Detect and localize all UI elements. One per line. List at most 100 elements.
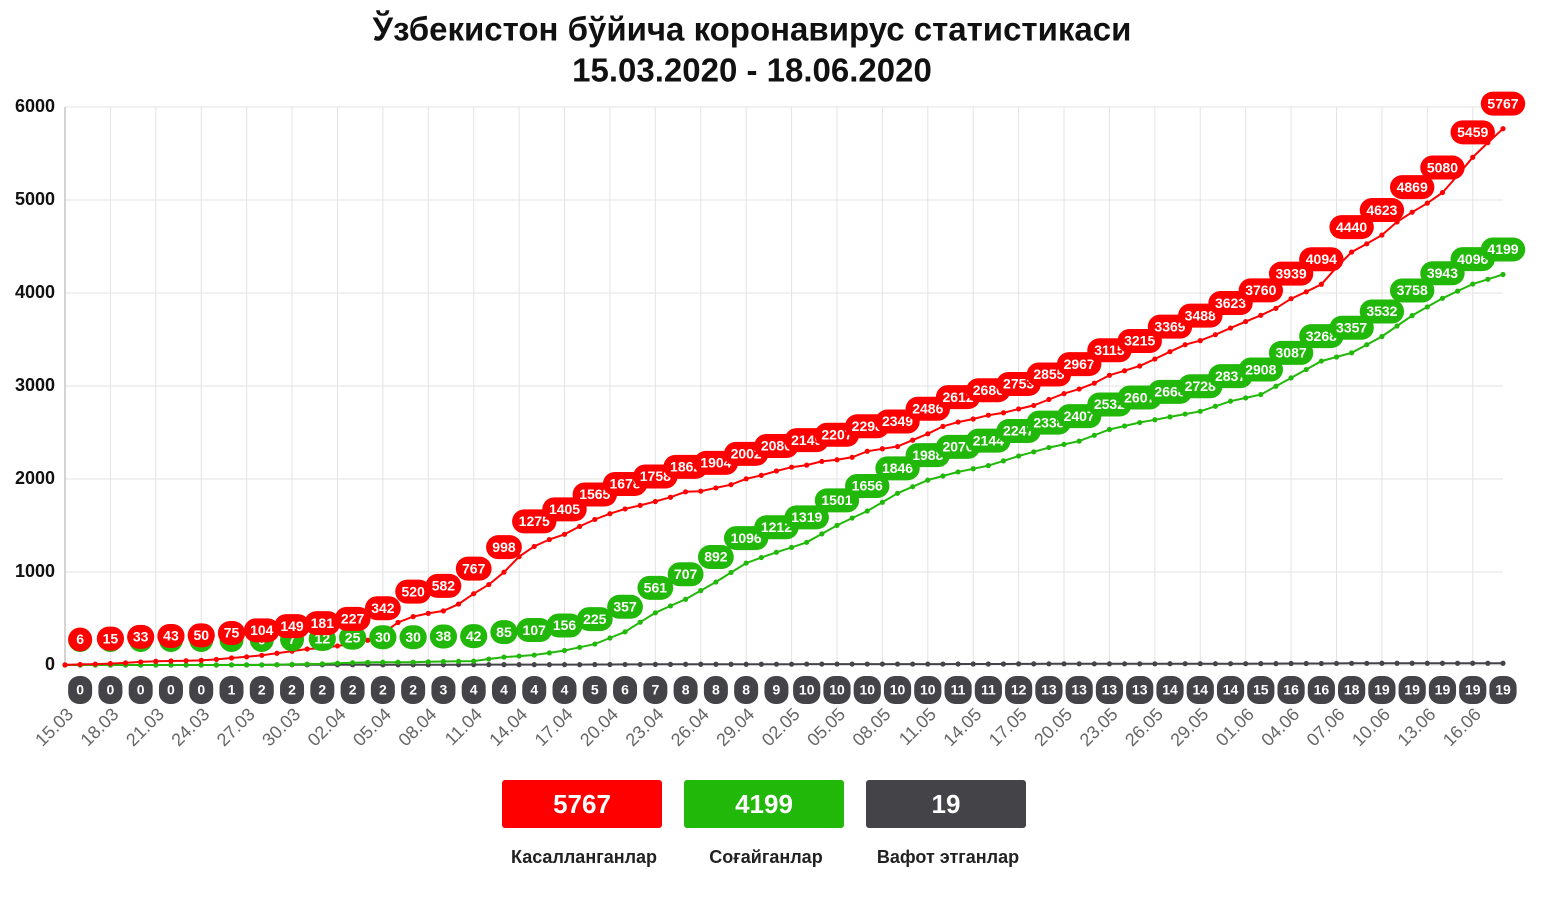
label-bg: [1117, 329, 1162, 354]
data-label: 13: [1041, 682, 1057, 698]
label-bg: [845, 473, 890, 498]
data-label: 4440: [1336, 219, 1367, 235]
x-tick-label: 10.06: [1348, 704, 1394, 750]
data-label: 2: [379, 682, 387, 698]
data-label: 6: [621, 682, 629, 698]
y-tick-label: 0: [45, 654, 55, 674]
data-point: [1152, 661, 1158, 667]
data-point: [1197, 661, 1203, 667]
data-point: [1212, 403, 1218, 409]
data-point: [864, 661, 870, 667]
data-label: 2002: [731, 446, 762, 462]
label-bg: [914, 676, 942, 704]
data-point: [350, 660, 356, 666]
data-label: 2686: [973, 382, 1004, 398]
data-point: [62, 662, 68, 668]
data-point: [1121, 368, 1128, 374]
data-label: 13: [1071, 682, 1087, 698]
label-bg: [643, 676, 668, 704]
total-value: 5767: [553, 789, 611, 819]
data-label: 104: [250, 622, 274, 638]
data-point: [546, 662, 552, 668]
data-label: 10: [890, 682, 906, 698]
data-point: [1454, 288, 1461, 294]
data-label: 30: [405, 629, 421, 645]
data-point: [622, 661, 628, 668]
data-label: 2: [409, 682, 417, 698]
data-point: [183, 658, 189, 664]
data-point: [955, 661, 961, 667]
data-label: 2486: [912, 401, 943, 417]
data-point: [652, 498, 658, 505]
data-label: 2247: [1003, 423, 1034, 439]
data-label: 1758: [640, 468, 671, 484]
label-bg: [369, 625, 397, 650]
data-label: 19: [1495, 682, 1511, 698]
data-label: 892: [704, 549, 728, 565]
data-point: [365, 637, 371, 643]
x-tick-label: 07.06: [1303, 704, 1349, 750]
data-label: 7: [651, 682, 659, 698]
data-point: [1106, 661, 1113, 667]
data-point: [985, 463, 991, 469]
data-label: 25: [345, 629, 361, 645]
data-point: [1470, 660, 1476, 666]
data-point: [1212, 332, 1218, 338]
data-point: [713, 485, 719, 491]
data-label: 4096: [1457, 251, 1488, 267]
data-point: [1121, 661, 1128, 667]
label-bg: [1035, 676, 1063, 704]
data-point: [955, 419, 961, 425]
data-label: 13: [1102, 682, 1118, 698]
data-point: [501, 654, 507, 660]
data-label: 4: [561, 682, 569, 698]
label-bg: [613, 676, 638, 704]
data-label: 1862: [670, 459, 701, 475]
label-bg: [395, 579, 432, 604]
data-label: 18: [1344, 682, 1360, 698]
data-point: [304, 646, 310, 652]
data-point: [1288, 375, 1294, 381]
data-label: 13: [1132, 682, 1148, 698]
data-point: [1379, 333, 1385, 340]
label-bg: [1389, 278, 1435, 303]
data-point: [561, 662, 568, 668]
data-label: 3488: [1185, 307, 1216, 323]
data-label: 1275: [519, 513, 550, 529]
data-label: 520: [401, 583, 425, 599]
data-point: [1091, 661, 1097, 667]
total-box: [684, 780, 844, 828]
data-point: [910, 661, 916, 667]
data-point: [259, 652, 265, 658]
label-bg: [68, 676, 93, 704]
x-tick-label: 29.04: [712, 704, 758, 750]
x-tick-label: 24.03: [167, 704, 213, 750]
data-point: [1349, 249, 1355, 255]
data-point: [1046, 661, 1052, 667]
data-label: 2407: [1064, 408, 1095, 424]
data-label: 4: [470, 682, 478, 698]
x-tick-label: 01.06: [1212, 704, 1258, 750]
data-label: 10: [799, 682, 815, 698]
data-point: [501, 662, 507, 668]
data-label: 5080: [1427, 159, 1458, 175]
data-point: [1333, 660, 1340, 667]
label-bg: [219, 676, 244, 704]
data-label: 75: [224, 625, 240, 641]
data-point: [561, 647, 568, 654]
data-label: 4869: [1397, 179, 1428, 195]
data-label: 3268: [1306, 328, 1337, 344]
x-tick-label: 21.03: [122, 704, 168, 750]
label-bg: [522, 676, 547, 704]
x-tick-label: 14.05: [939, 704, 985, 750]
x-tick-label: 16.06: [1439, 704, 1485, 750]
data-label: 1501: [821, 492, 852, 508]
x-tick-label: 05.05: [803, 704, 849, 750]
data-point: [1152, 417, 1158, 423]
legend-label: Касалланганлар: [511, 847, 657, 867]
data-label: 0: [76, 682, 84, 698]
data-point: [274, 662, 280, 668]
data-label: 2349: [882, 413, 913, 429]
label-bg: [1420, 261, 1465, 286]
